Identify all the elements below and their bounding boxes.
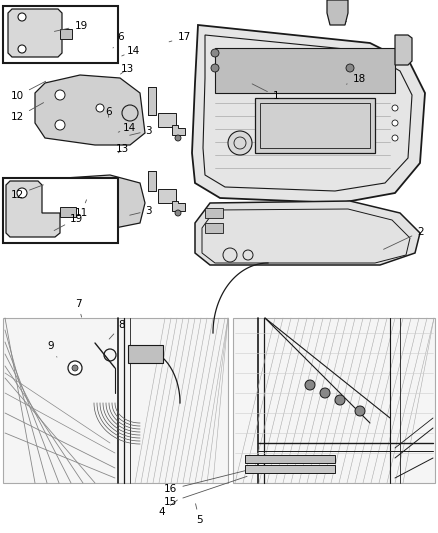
Circle shape [355, 406, 365, 416]
Bar [3, 6, 118, 63]
Circle shape [392, 135, 398, 141]
Text: 12: 12 [11, 103, 43, 122]
Bar [233, 318, 435, 483]
Polygon shape [195, 201, 420, 265]
Text: 11: 11 [74, 200, 88, 218]
Bar [255, 98, 375, 153]
Text: 10: 10 [11, 81, 46, 101]
Bar [245, 455, 335, 463]
Bar [3, 318, 228, 483]
Circle shape [72, 365, 78, 371]
Circle shape [18, 13, 26, 21]
Polygon shape [8, 9, 62, 57]
Text: 13: 13 [120, 64, 134, 74]
Bar [3, 178, 118, 243]
Circle shape [70, 210, 80, 220]
Text: 19: 19 [54, 21, 88, 31]
Circle shape [175, 135, 181, 141]
Circle shape [122, 105, 138, 121]
Text: 12: 12 [11, 185, 43, 199]
Circle shape [18, 45, 26, 53]
Polygon shape [172, 125, 185, 135]
Circle shape [175, 210, 181, 216]
Bar [158, 113, 176, 127]
Circle shape [55, 90, 65, 100]
Text: 6: 6 [105, 107, 112, 117]
Text: 3: 3 [130, 206, 152, 215]
Polygon shape [395, 35, 412, 65]
Polygon shape [50, 175, 145, 228]
Text: 8: 8 [109, 320, 125, 339]
Text: 14: 14 [122, 46, 140, 56]
Text: 15: 15 [164, 477, 247, 507]
Text: 1: 1 [252, 84, 279, 101]
Polygon shape [35, 75, 145, 145]
Polygon shape [60, 207, 76, 217]
Text: 5: 5 [195, 504, 203, 524]
Polygon shape [172, 201, 185, 211]
Circle shape [211, 64, 219, 72]
Text: 7: 7 [74, 299, 81, 317]
Text: 13: 13 [116, 144, 129, 154]
Circle shape [392, 105, 398, 111]
Text: 3: 3 [130, 126, 152, 135]
Polygon shape [6, 181, 60, 237]
Circle shape [346, 64, 354, 72]
Bar [215, 48, 395, 93]
Circle shape [96, 104, 104, 112]
Bar [128, 345, 163, 363]
Bar [205, 223, 223, 233]
Circle shape [335, 395, 345, 405]
Text: 4: 4 [159, 500, 177, 516]
Circle shape [320, 388, 330, 398]
Bar [205, 208, 223, 218]
Circle shape [211, 49, 219, 57]
Text: 17: 17 [169, 33, 191, 42]
Text: 9: 9 [47, 342, 57, 357]
Circle shape [228, 131, 252, 155]
Bar [158, 189, 176, 203]
Circle shape [305, 380, 315, 390]
Circle shape [392, 120, 398, 126]
Bar [148, 171, 156, 191]
Polygon shape [60, 29, 72, 39]
Bar [148, 87, 156, 115]
Text: 2: 2 [384, 227, 424, 249]
Text: 19: 19 [54, 214, 83, 231]
Circle shape [55, 120, 65, 130]
Circle shape [70, 183, 80, 193]
Text: 6: 6 [113, 33, 124, 48]
Bar [260, 103, 370, 148]
Polygon shape [327, 0, 348, 25]
Text: 14: 14 [118, 123, 136, 133]
Circle shape [104, 197, 112, 205]
Polygon shape [192, 25, 425, 203]
Text: 16: 16 [164, 471, 245, 494]
Circle shape [17, 188, 27, 198]
Circle shape [68, 361, 82, 375]
Bar [245, 465, 335, 473]
Text: 18: 18 [346, 74, 366, 84]
